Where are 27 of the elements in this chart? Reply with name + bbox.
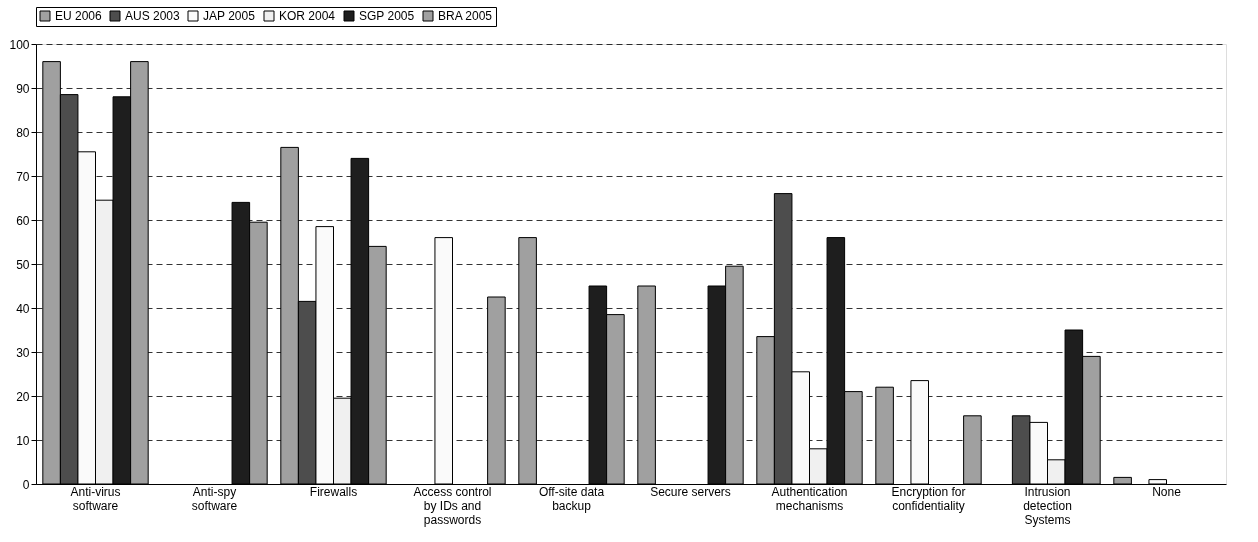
legend-label: KOR 2004 <box>279 9 336 23</box>
legend-label: EU 2006 <box>55 9 103 23</box>
y-tick-label: 90 <box>16 81 30 96</box>
x-tick-label: Anti-virus software <box>70 484 121 513</box>
x-tick-label: Off-site data backup <box>538 484 605 513</box>
x-tick-label: Encryption for confidentiality <box>891 484 966 513</box>
y-tick-label: 20 <box>16 389 30 404</box>
y-tick-label: 30 <box>16 345 30 360</box>
y-tick-label: 0 <box>22 477 30 492</box>
y-tick-label: 80 <box>16 125 30 140</box>
legend-label: BRA 2005 <box>438 9 493 23</box>
x-tick-label: Access control by IDs and passwords <box>413 484 492 527</box>
x-tick-label: Firewalls <box>309 484 358 499</box>
y-tick-label: 60 <box>16 213 30 228</box>
y-tick-label: 70 <box>16 169 30 184</box>
x-tick-label: Anti-spy software <box>191 484 238 513</box>
y-tick-label: 40 <box>16 301 30 316</box>
y-tick-label: 10 <box>16 433 30 448</box>
x-tick-label: Intrusion detection Systems <box>1023 484 1072 527</box>
legend-label: AUS 2003 <box>125 9 181 23</box>
y-tick-label: 50 <box>16 257 30 272</box>
x-tick-label: Authentication mechanisms <box>771 484 848 513</box>
x-tick-label: Secure servers <box>650 484 731 499</box>
y-tick-label: 100 <box>9 37 30 52</box>
x-tick-label: None <box>1152 484 1182 499</box>
legend-label: SGP 2005 <box>359 9 415 23</box>
legend-label: JAP 2005 <box>203 9 256 23</box>
